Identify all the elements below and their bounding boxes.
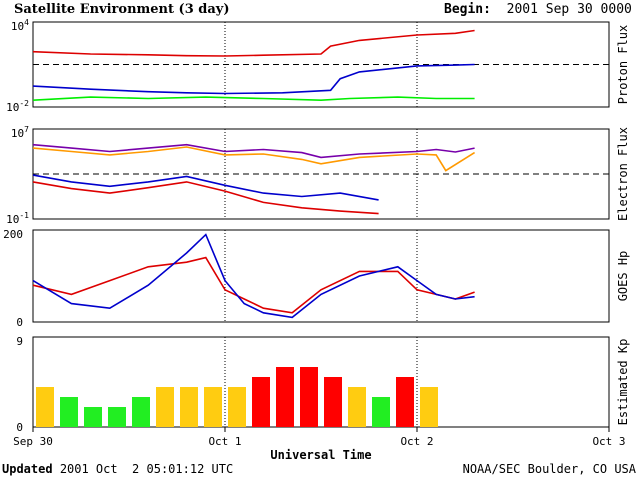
kp-bar: [420, 387, 438, 427]
kp-bar: [276, 367, 294, 427]
kp-bar: [60, 397, 78, 427]
kp-bar: [396, 377, 414, 427]
goes_hp-series-1: [32, 233, 475, 319]
begin-value: 2001 Sep 30 0000 UTC: [506, 2, 640, 17]
electron-series-3: [32, 181, 379, 215]
updated-stamp: Updated 2001 Oct 2 05:01:12 UTC: [2, 462, 233, 476]
proton-frame: [32, 21, 610, 108]
updated-value: 2001 Oct 2 05:01:12 UTC: [59, 462, 234, 476]
kp-bar: [300, 367, 318, 427]
x-tick-label: Oct 3: [592, 435, 625, 448]
x-tick-label: Oct 1: [208, 435, 241, 448]
proton-ytick-bottom: 10-2: [6, 99, 29, 114]
goes_hp-frame: [32, 229, 610, 323]
kp-bar: [36, 387, 54, 427]
begin-time: Begin: 2001 Sep 30 0000 UTC: [444, 2, 640, 17]
kp-bar: [180, 387, 198, 427]
proton-ylabel: Proton Flux: [616, 25, 630, 104]
kp-ytick-top: 9: [16, 335, 23, 348]
electron-series-0: [32, 143, 475, 159]
kp-bar: [156, 387, 174, 427]
begin-label: Begin:: [444, 2, 491, 17]
electron-series-2: [32, 174, 379, 201]
kp-bar: [84, 407, 102, 427]
electron-ylabel: Electron Flux: [616, 127, 630, 221]
kp-bar: [228, 387, 246, 427]
kp-bar: [132, 397, 150, 427]
goes_hp-ytick-bottom: 0: [16, 316, 23, 329]
electron-ytick-top: 107: [11, 125, 29, 140]
electron-series-1: [32, 146, 476, 172]
kp-frame: [32, 336, 610, 428]
proton-series-1: [32, 63, 475, 95]
kp-ylabel: Estimated Kp: [616, 339, 630, 426]
proton-series-0: [32, 29, 475, 57]
x-tick-label: Oct 2: [400, 435, 433, 448]
proton-series-2: [32, 96, 475, 102]
kp-bar: [252, 377, 270, 427]
proton-ytick-top: 104: [11, 18, 29, 33]
kp-ytick-bottom: 0: [16, 421, 23, 434]
kp-bar: [324, 377, 342, 427]
goes_hp-ytick-top: 200: [3, 228, 23, 241]
kp-bar: [372, 397, 390, 427]
goes_hp-ylabel: GOES Hp: [616, 251, 630, 302]
x-axis-label: Universal Time: [270, 448, 371, 462]
updated-label: Updated: [2, 462, 53, 476]
chart-title: Satellite Environment (3 day): [14, 2, 230, 17]
agency-credit: NOAA/SEC Boulder, CO USA: [462, 462, 636, 476]
x-tick-label: Sep 30: [13, 435, 53, 448]
kp-bar: [204, 387, 222, 427]
goes_hp-series-0: [32, 256, 475, 314]
kp-bar: [108, 407, 126, 427]
kp-bar: [348, 387, 366, 427]
electron-frame: [32, 128, 610, 220]
electron-ytick-bottom: 10-1: [6, 211, 29, 226]
